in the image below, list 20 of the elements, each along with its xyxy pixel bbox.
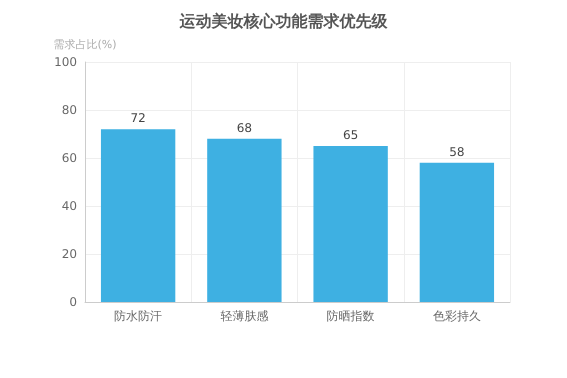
y-axis-title: 需求占比(%) — [53, 38, 117, 51]
data-label: 58 — [449, 144, 465, 159]
y-tick-label: 20 — [62, 247, 77, 261]
y-tick-label: 100 — [54, 55, 77, 69]
chart-title: 运动美妆核心功能需求优先级 — [178, 12, 388, 30]
y-tick-label: 0 — [69, 295, 77, 309]
x-tick-label: 色彩持久 — [432, 309, 481, 323]
y-tick-label: 60 — [62, 151, 77, 165]
data-label: 68 — [236, 120, 252, 135]
bar — [313, 146, 388, 302]
bar — [420, 162, 494, 302]
bar — [207, 138, 282, 302]
y-tick-label: 80 — [62, 103, 77, 117]
x-tick-label: 防水防汗 — [114, 309, 162, 323]
x-tick-label: 防晒指数 — [326, 309, 375, 323]
y-tick-label: 40 — [62, 199, 77, 213]
bar — [100, 129, 176, 302]
x-tick-label: 轻薄肤感 — [220, 309, 268, 323]
data-label: 72 — [130, 111, 146, 126]
data-label: 65 — [342, 128, 358, 142]
